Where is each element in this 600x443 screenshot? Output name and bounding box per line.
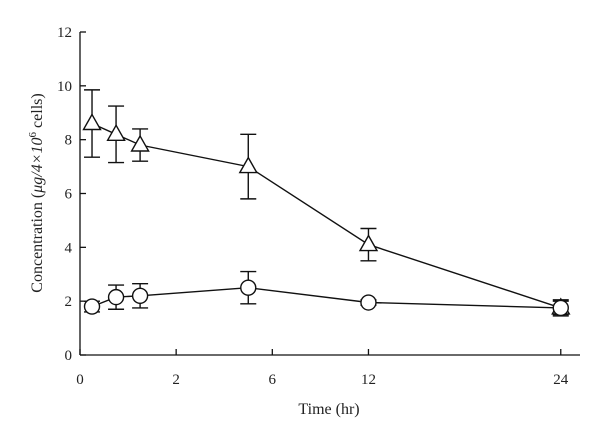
data-point-triangle [106, 123, 126, 142]
data-point-circle [552, 299, 569, 317]
data-point-circle [131, 287, 149, 304]
data-point-triangle [238, 156, 259, 174]
series-line-triangle [91, 122, 562, 309]
series-triangle [82, 89, 571, 316]
y-tick-label: 8 [65, 133, 73, 149]
y-tick-label: 4 [65, 240, 73, 256]
series-layer [82, 89, 571, 317]
x-tick-label: 24 [553, 372, 569, 388]
x-tick-label: 12 [361, 372, 376, 388]
x-tick-label: 2 [172, 372, 180, 388]
series-circle [83, 270, 569, 317]
x-axis-title: Time (hr) [298, 401, 359, 418]
data-point-circle [107, 288, 125, 306]
x-tick-label: 0 [76, 372, 84, 388]
data-point-triangle [358, 234, 379, 252]
y-axis-title-main: Concentration ( [29, 193, 46, 293]
y-tick-label: 6 [65, 187, 73, 203]
y-tick-label: 12 [57, 25, 72, 41]
data-point-circle [240, 279, 257, 296]
data-point-triangle [130, 134, 150, 152]
y-ticks: 0 2 4 6 8 10 12 [57, 25, 86, 364]
y-tick-label: 0 [65, 348, 73, 364]
y-axis-title-unit: μg/4×10 [29, 137, 46, 193]
x-ticks: 0 2 6 12 24 [76, 349, 569, 388]
data-point-circle [83, 298, 101, 315]
data-point-circle [360, 294, 377, 311]
x-tick-label: 6 [269, 372, 277, 388]
y-tick-label: 2 [65, 294, 73, 310]
series-line-circle [91, 286, 561, 309]
y-axis-title-tail: cells) [29, 93, 46, 132]
y-tick-label: 10 [57, 79, 72, 95]
y-axis-title-exponent: 6 [27, 131, 39, 137]
data-point-triangle [82, 113, 102, 131]
y-axis-title: Concentration (μg/4×106 cells) [27, 93, 46, 292]
